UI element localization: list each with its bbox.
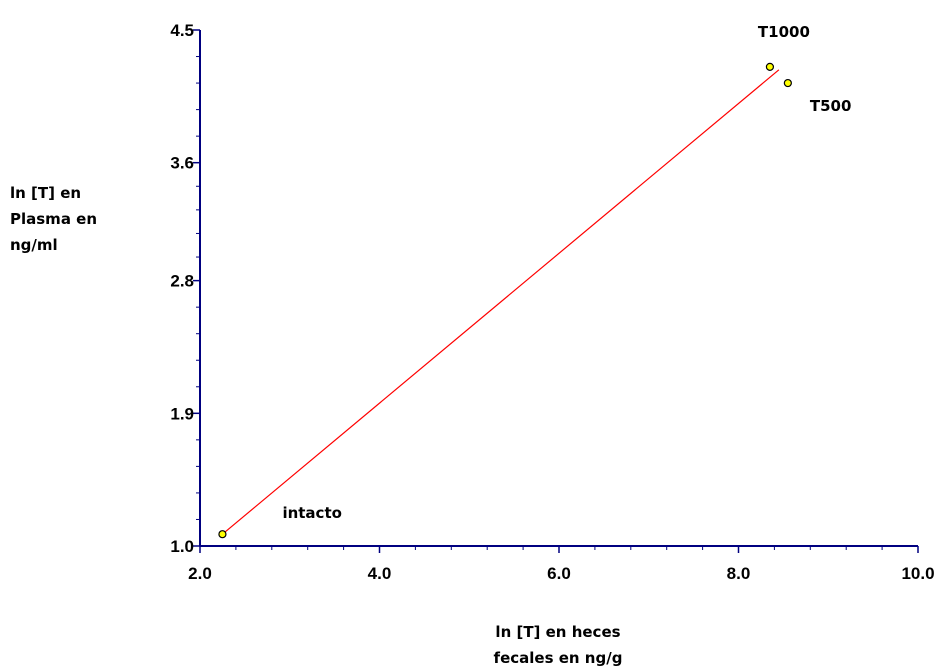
y-tick-label: 2.8 <box>170 272 194 291</box>
y-tick-label: 4.5 <box>170 21 194 40</box>
point-label: T1000 <box>758 23 810 41</box>
data-point <box>783 78 792 88</box>
y-tick-label: 3.6 <box>170 154 194 173</box>
y-axis-title-line: Plasma en <box>10 210 97 228</box>
point-label: intacto <box>282 504 341 522</box>
trend-line <box>222 69 780 535</box>
data-point <box>218 530 227 539</box>
trendline-layer <box>222 69 780 535</box>
point-annotations: intacto T1000 T500 <box>282 23 851 522</box>
x-axis-title-line: fecales en ng/g <box>494 649 623 667</box>
ticks <box>193 29 919 553</box>
x-tick-label: 8.0 <box>727 564 751 583</box>
data-point <box>765 62 775 71</box>
y-tick-label: 1.0 <box>170 537 194 556</box>
x-axis-title: ln [T] en heces fecales en ng/g <box>494 623 623 667</box>
x-tick-label: 2.0 <box>188 564 212 583</box>
y-axis-title-line: ng/ml <box>10 236 58 254</box>
x-tick-label: 10.0 <box>901 564 934 583</box>
point-label: T500 <box>810 97 852 115</box>
y-axis-title: ln [T] en Plasma en ng/ml <box>10 184 97 254</box>
x-axis-title-line: ln [T] en heces <box>495 623 620 641</box>
x-tick-label: 6.0 <box>547 564 571 583</box>
x-tick-label: 4.0 <box>368 564 392 583</box>
tick-labels: 1.0 1.9 2.8 3.6 4.5 2.0 4.0 6.0 8.0 10.0 <box>170 21 934 583</box>
data-points <box>218 62 792 539</box>
y-axis-title-line: ln [T] en <box>10 184 81 202</box>
y-tick-label: 1.9 <box>170 404 194 423</box>
